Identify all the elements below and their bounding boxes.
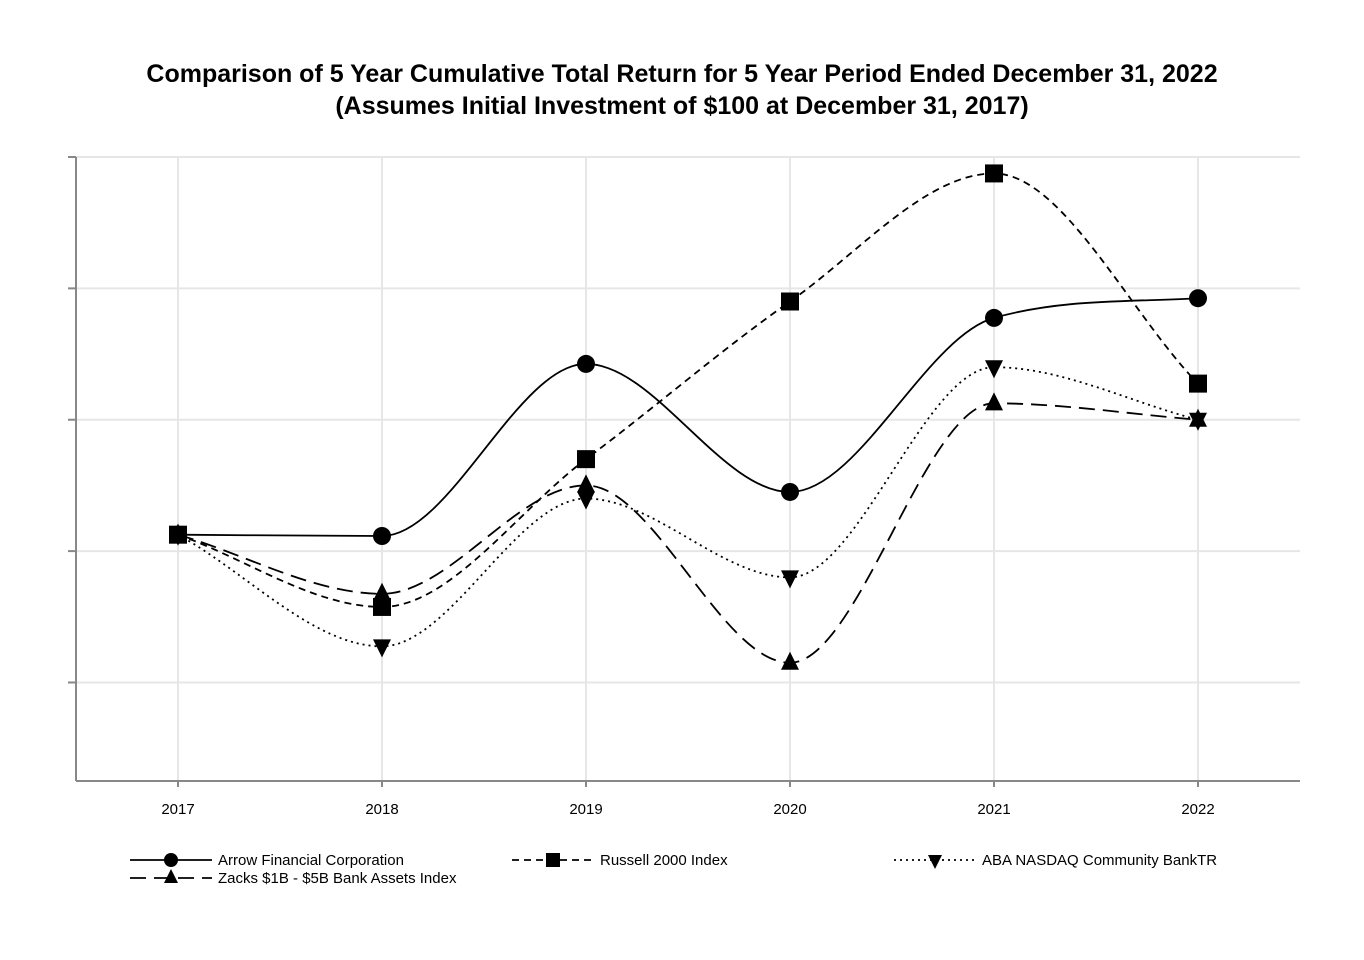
- data-point-square: [546, 853, 560, 867]
- series-line: [177, 366, 1199, 648]
- x-tick-label: 2021: [977, 801, 1010, 818]
- data-point-circle: [1189, 289, 1207, 308]
- series-line: [177, 297, 1199, 537]
- legend-label: ABA NASDAQ Community BankTR: [982, 851, 1218, 869]
- data-point-triangle-down: [577, 491, 595, 510]
- x-tick-labels: 2017 2018 2019 2020 2021 2022: [161, 801, 1214, 818]
- series-triangle-down: [169, 360, 1207, 658]
- axes-layer: [68, 156, 1300, 787]
- data-point-triangle-up: [164, 869, 178, 883]
- series-layer: [169, 164, 1207, 670]
- series-triangle-up: [169, 392, 1207, 670]
- data-point-triangle-down: [928, 855, 942, 869]
- x-tick-label: 2017: [161, 801, 194, 818]
- data-point-square: [373, 597, 391, 616]
- x-tick-label: 2020: [773, 801, 806, 818]
- data-point-triangle-up: [781, 651, 799, 670]
- data-point-square: [577, 450, 595, 469]
- data-point-triangle-down: [985, 360, 1003, 379]
- series-line: [177, 402, 1199, 664]
- data-point-square: [1189, 374, 1207, 393]
- data-point-triangle-up: [373, 582, 391, 601]
- data-point-circle: [577, 354, 595, 373]
- legend-swatch: [130, 869, 212, 883]
- data-point-triangle-down: [373, 639, 391, 658]
- legend-item: Arrow Financial Corporation: [130, 851, 404, 869]
- grid-layer: [76, 156, 1300, 781]
- data-point-triangle-down: [781, 570, 799, 589]
- legend-swatch: [512, 853, 594, 867]
- legend-item: ABA NASDAQ Community BankTR: [894, 851, 1217, 869]
- legend-item: Zacks $1B - $5B Bank Assets Index: [130, 869, 456, 887]
- legend-swatch: [894, 855, 976, 869]
- data-point-triangle-up: [577, 474, 595, 493]
- legend-label: Arrow Financial Corporation: [218, 851, 404, 869]
- data-point-triangle-up: [1189, 408, 1207, 427]
- data-point-square: [781, 292, 799, 311]
- series-line: [177, 172, 1199, 608]
- x-tick-label: 2018: [365, 801, 398, 818]
- data-point-circle: [781, 482, 799, 501]
- legend-label: Russell 2000 Index: [600, 851, 728, 869]
- chart-title: Comparison of 5 Year Cumulative Total Re…: [146, 60, 1218, 88]
- data-point-circle: [169, 525, 187, 544]
- chart-title-block: Comparison of 5 Year Cumulative Total Re…: [0, 58, 1364, 122]
- series-circle: [169, 289, 1207, 545]
- data-point-circle: [373, 526, 391, 545]
- series-square: [169, 164, 1207, 616]
- legend-item: Russell 2000 Index: [512, 851, 728, 869]
- x-tick-label: 2019: [569, 801, 602, 818]
- data-point-triangle-up: [985, 392, 1003, 411]
- legend-swatch: [130, 853, 212, 867]
- x-tick-label: 2022: [1181, 801, 1214, 818]
- data-point-square: [985, 164, 1003, 183]
- data-point-circle: [164, 853, 178, 867]
- chart-subtitle: (Assumes Initial Investment of $100 at D…: [335, 92, 1029, 120]
- legend-label: Zacks $1B - $5B Bank Assets Index: [218, 869, 457, 887]
- data-point-circle: [985, 308, 1003, 327]
